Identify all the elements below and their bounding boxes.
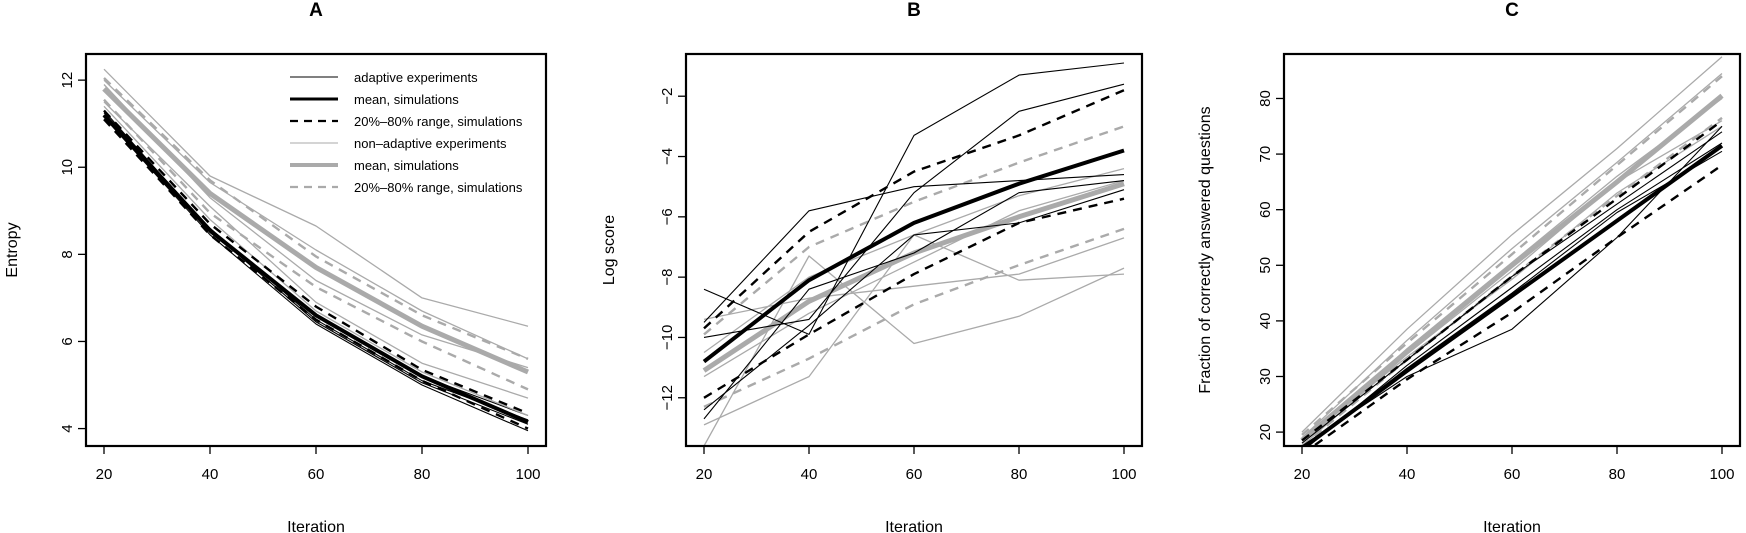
series-line-adaptive-mean-14 xyxy=(102,113,529,424)
y-tick-label: −6 xyxy=(659,208,676,225)
series-line-nonadaptive-range-5 xyxy=(703,125,1125,336)
series-line-nonadaptive-exp-0 xyxy=(703,255,1125,446)
legend-label: adaptive experiments xyxy=(354,70,478,85)
series-line-adaptive-exp-12 xyxy=(703,189,1125,411)
y-tick-label: 6 xyxy=(59,337,76,345)
legend-label: non–adaptive experiments xyxy=(354,136,507,151)
series-line-adaptive-mean-14 xyxy=(1302,144,1724,446)
series-line-nonadaptive-exp-5 xyxy=(103,79,529,360)
panel-b-xlabel: Iteration xyxy=(885,519,943,533)
x-tick-label: 20 xyxy=(696,466,713,483)
x-tick-label: 20 xyxy=(96,466,113,483)
series-line-adaptive-range-13 xyxy=(703,89,1125,330)
y-tick-label: −2 xyxy=(659,88,676,105)
x-tick-label: 60 xyxy=(308,466,325,483)
panel-b-title: B xyxy=(907,0,921,21)
series-line-nonadaptive-mean-7 xyxy=(1300,93,1724,443)
series-line-nonadaptive-exp-3 xyxy=(703,179,1125,378)
panel-c: C 20 40 60 80 100 20 30 40 50 60 70 80 Iteration Fr… xyxy=(1197,0,1742,533)
y-tick-label: 4 xyxy=(59,424,76,432)
series-line-adaptive-exp-11 xyxy=(703,180,1125,420)
series-line-nonadaptive-exp-8 xyxy=(103,105,529,417)
series-line-nonadaptive-exp-3 xyxy=(1301,120,1723,446)
series-line-adaptive-range-12 xyxy=(1301,119,1723,442)
y-tick-label: −4 xyxy=(659,148,676,165)
series-line-adaptive-exp-10 xyxy=(703,83,1125,338)
y-tick-label: 70 xyxy=(1257,146,1274,163)
y-tick-label: 20 xyxy=(1257,424,1274,441)
y-tick-label: 30 xyxy=(1257,368,1274,385)
x-tick-label: 80 xyxy=(1011,466,1028,483)
y-tick-label: −12 xyxy=(659,385,676,410)
x-tick-label: 40 xyxy=(801,466,818,483)
x-tick-label: 60 xyxy=(1504,466,1521,483)
panel-a-ticks: 20 40 60 80 100 4 6 8 10 12 xyxy=(59,72,541,483)
y-tick-label: 8 xyxy=(59,250,76,258)
y-tick-label: 40 xyxy=(1257,313,1274,330)
legend-label: 20%–80% range, simulations xyxy=(354,114,523,129)
panel-a-ylabel: Entropy xyxy=(4,222,21,277)
panel-a-title: A xyxy=(309,0,323,21)
panel-c-frame xyxy=(1282,52,1742,448)
series-line-adaptive-exp-8 xyxy=(703,62,1125,335)
y-tick-label: −8 xyxy=(659,269,676,286)
series-line-nonadaptive-exp-4 xyxy=(1301,125,1723,441)
panel-b-ticks: 20 40 60 80 100 −12 −10 −8 −6 −4 −2 xyxy=(659,88,1137,483)
series-line-nonadaptive-exp-7 xyxy=(103,101,529,399)
x-tick-label: 100 xyxy=(1709,466,1734,483)
panel-b-frame xyxy=(684,52,1144,448)
panel-c-ylabel: Fraction of correctly answered questions xyxy=(1197,106,1214,393)
y-tick-label: 60 xyxy=(1257,201,1274,218)
series-line-adaptive-exp-8 xyxy=(1301,125,1723,446)
x-tick-label: 20 xyxy=(1294,466,1311,483)
panel-b: B 20 40 60 80 100 −12 −10 −8 −6 −4 −2 Iteration Lo… xyxy=(601,0,1144,533)
panel-c-series xyxy=(1300,56,1724,446)
series-line-adaptive-range-14 xyxy=(703,197,1125,399)
series-line-nonadaptive-exp-1 xyxy=(1301,73,1723,439)
panel-c-title: C xyxy=(1505,0,1519,21)
y-tick-label: 80 xyxy=(1257,90,1274,107)
series-line-nonadaptive-range-10 xyxy=(103,98,529,391)
x-tick-label: 80 xyxy=(1609,466,1626,483)
panel-a: A 20 40 60 80 100 4 6 8 10 12 adaptive experiment… xyxy=(4,0,548,533)
x-tick-label: 40 xyxy=(202,466,219,483)
x-tick-label: 40 xyxy=(1399,466,1416,483)
panel-c-ticks: 20 40 60 80 100 20 30 40 50 60 70 80 xyxy=(1257,90,1735,483)
series-line-nonadaptive-exp-4 xyxy=(703,167,1125,354)
panel-c-xlabel: Iteration xyxy=(1483,519,1541,533)
series-line-nonadaptive-exp-0 xyxy=(1301,56,1723,433)
series-line-adaptive-exp-9 xyxy=(703,174,1125,323)
series-line-adaptive-exp-10 xyxy=(1307,142,1723,446)
x-tick-label: 100 xyxy=(1111,466,1136,483)
series-line-nonadaptive-range-9 xyxy=(103,77,529,361)
x-tick-label: 60 xyxy=(906,466,923,483)
panel-a-xlabel: Iteration xyxy=(287,519,345,533)
series-line-adaptive-mean-15 xyxy=(702,148,1125,364)
panel-a-frame xyxy=(84,52,548,448)
series-line-nonadaptive-mean-11 xyxy=(102,87,529,375)
y-tick-label: 12 xyxy=(59,72,76,89)
series-line-adaptive-range-13 xyxy=(103,118,529,430)
series-line-nonadaptive-range-5 xyxy=(1301,75,1723,436)
series-line-adaptive-range-13 xyxy=(1311,164,1723,446)
series-line-nonadaptive-exp-4 xyxy=(103,68,529,327)
legend-label: mean, simulations xyxy=(354,92,459,107)
y-tick-label: 10 xyxy=(59,159,76,176)
series-line-adaptive-range-12 xyxy=(103,109,529,415)
y-tick-label: −10 xyxy=(659,325,676,350)
legend-label: mean, simulations xyxy=(354,158,459,173)
panel-a-series xyxy=(102,68,529,432)
panel-b-series xyxy=(702,62,1125,446)
legend-label: 20%–80% range, simulations xyxy=(354,180,523,195)
legend: adaptive experiments mean, simulations 20%… xyxy=(290,70,523,195)
x-tick-label: 80 xyxy=(414,466,431,483)
x-tick-label: 100 xyxy=(515,466,540,483)
y-tick-label: 50 xyxy=(1257,257,1274,274)
panel-b-ylabel: Log score xyxy=(601,215,618,285)
